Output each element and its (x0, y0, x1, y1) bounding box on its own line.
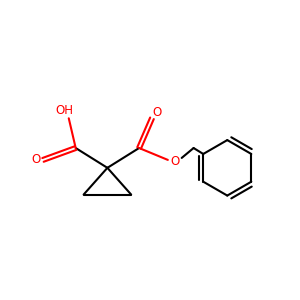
Text: O: O (32, 153, 41, 167)
Text: OH: OH (56, 104, 74, 117)
Text: O: O (170, 155, 179, 168)
Text: O: O (152, 106, 162, 119)
